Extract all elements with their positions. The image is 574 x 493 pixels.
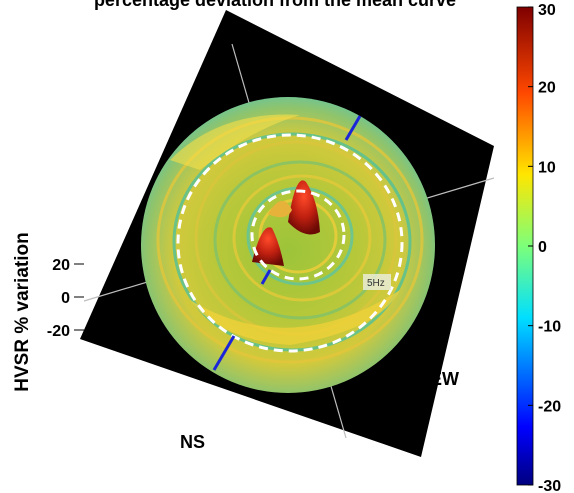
colorbar-ticks: 30 20 10 0 -10 -20 -30 bbox=[528, 2, 561, 493]
x-axis-label: EW bbox=[430, 369, 459, 389]
reference-circle-outer bbox=[176, 133, 404, 353]
colorbar-tick-label: 0 bbox=[538, 239, 547, 256]
direction-mark bbox=[212, 335, 236, 371]
surface-band bbox=[170, 114, 300, 170]
surface: 5Hz bbox=[141, 97, 435, 393]
plot-area: 5Hz bbox=[80, 10, 495, 457]
peak-left bbox=[252, 227, 284, 266]
surface-ring bbox=[213, 160, 387, 320]
ring-annotation-box bbox=[363, 274, 391, 290]
z-tick-label: 0 bbox=[61, 290, 70, 307]
peak-shoulder bbox=[268, 200, 292, 218]
colorbar-tick-label: -30 bbox=[538, 478, 561, 493]
colorbar-tick-label: 30 bbox=[538, 2, 556, 19]
reference-circle-inner bbox=[250, 189, 346, 281]
colorbar: 30 20 10 0 -10 -20 -30 bbox=[516, 2, 561, 493]
colorbar-tick-label: 10 bbox=[538, 159, 556, 176]
ring-annotation: 5Hz bbox=[367, 278, 385, 289]
colorbar-tick-label: -20 bbox=[538, 398, 561, 415]
y-axis-label: NS bbox=[180, 432, 205, 452]
colorbar-tick-label: 20 bbox=[538, 80, 556, 97]
z-axis-label: HVSR % variation bbox=[12, 232, 33, 391]
z-tick-label: 20 bbox=[52, 257, 70, 274]
chart-title: percentage deviation from the mean curve bbox=[94, 0, 456, 10]
direction-mark bbox=[260, 269, 272, 285]
z-tick-label: -20 bbox=[47, 323, 70, 340]
colorbar-tick-label: -10 bbox=[538, 319, 561, 336]
surface-band bbox=[190, 290, 400, 345]
z-axis: 20 0 -20 HVSR % variation bbox=[12, 232, 84, 392]
surface-ring bbox=[232, 174, 372, 302]
direction-mark bbox=[344, 115, 362, 141]
